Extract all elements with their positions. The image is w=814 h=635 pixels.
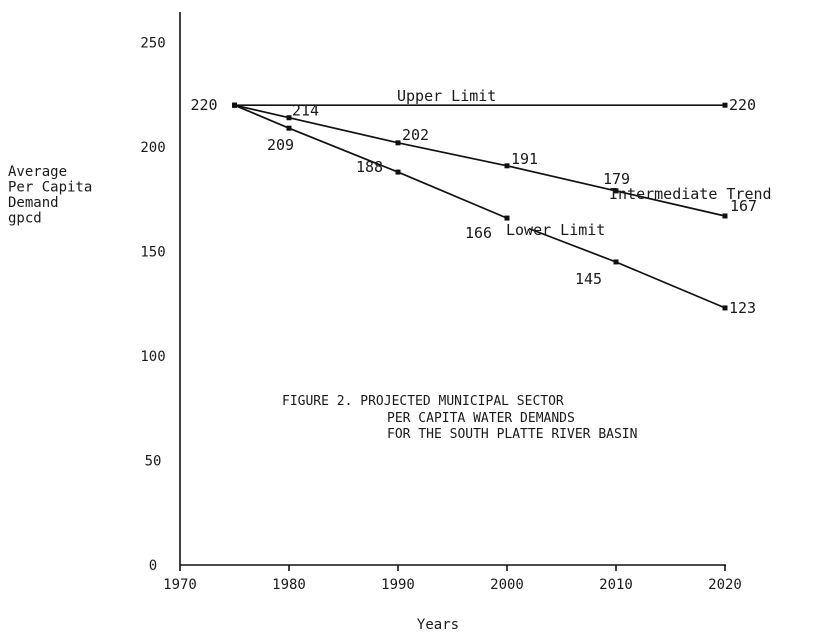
data-label-lower-limit-2000: 166 <box>465 224 492 242</box>
data-point-intermediate-trend-1990 <box>395 140 401 146</box>
data-point-lower-limit-1980 <box>286 125 292 131</box>
x-axis-title: Years <box>417 617 459 633</box>
x-tick-label-2020: 2020 <box>708 577 742 593</box>
x-tick-label-2000: 2000 <box>490 577 524 593</box>
data-label-intermediate-trend-2000: 191 <box>511 150 538 168</box>
series-label-lower-limit: Lower Limit <box>506 221 605 239</box>
y-axis-title-line: Per Capita <box>8 180 92 196</box>
data-point-lower-limit-2010 <box>613 259 619 265</box>
data-label-intermediate-trend-2020: 167 <box>730 197 757 215</box>
data-point-intermediate-trend-2020 <box>722 213 728 219</box>
series-line-lower-limit <box>528 227 726 309</box>
data-label-intermediate-trend-1980: 214 <box>292 102 319 120</box>
figure-caption-line-2: PER CAPITA WATER DEMANDS <box>387 411 575 426</box>
data-point-intermediate-trend-1980 <box>286 115 292 121</box>
series-label-intermediate-trend: Intermediate Trend <box>609 185 772 203</box>
series-label-upper-limit: Upper Limit <box>397 87 496 105</box>
data-label-intermediate-trend-2010: 179 <box>603 170 630 188</box>
data-point-lower-limit-2000 <box>504 215 510 221</box>
x-tick-label-1970: 1970 <box>163 577 197 593</box>
data-point-lower-limit-2020 <box>722 305 728 311</box>
figure-caption-line-3: FOR THE SOUTH PLATTE RIVER BASIN <box>387 427 637 442</box>
data-point-upper-limit-2020 <box>722 102 728 108</box>
y-axis-title-line: Average <box>8 164 67 180</box>
y-tick-label-250: 250 <box>140 36 165 52</box>
data-label-upper-limit-2020: 220 <box>729 96 756 114</box>
data-label-lower-limit-2010: 145 <box>575 270 602 288</box>
data-label-lower-limit-2020: 123 <box>729 299 756 317</box>
y-tick-label-0: 0 <box>149 558 157 574</box>
y-tick-label-100: 100 <box>140 349 165 365</box>
y-axis-title-line: Demand <box>8 195 59 211</box>
series-line-intermediate-trend <box>234 104 726 217</box>
data-point-intermediate-trend-2010 <box>613 188 619 194</box>
y-tick-label-50: 50 <box>145 454 162 470</box>
data-label-intermediate-trend-1990: 202 <box>402 126 429 144</box>
data-label-lower-limit-1990: 188 <box>356 158 383 176</box>
x-tick-label-2010: 2010 <box>599 577 633 593</box>
y-tick-label-150: 150 <box>140 245 165 261</box>
x-tick-label-1980: 1980 <box>272 577 306 593</box>
data-point-lower-limit-1990 <box>395 169 401 175</box>
y-tick-label-200: 200 <box>140 140 165 156</box>
y-axis-title-line: gpcd <box>8 211 42 227</box>
data-label-upper-limit-1975: 220 <box>191 96 218 114</box>
data-point-intermediate-trend-2000 <box>504 163 510 169</box>
figure-caption-line-1: FIGURE 2. PROJECTED MUNICIPAL SECTOR <box>282 394 564 409</box>
x-tick-label-1990: 1990 <box>381 577 415 593</box>
data-point-lower-limit-1975 <box>232 102 237 108</box>
data-label-lower-limit-1980: 209 <box>267 136 294 154</box>
series-line-lower-limit <box>234 104 508 219</box>
